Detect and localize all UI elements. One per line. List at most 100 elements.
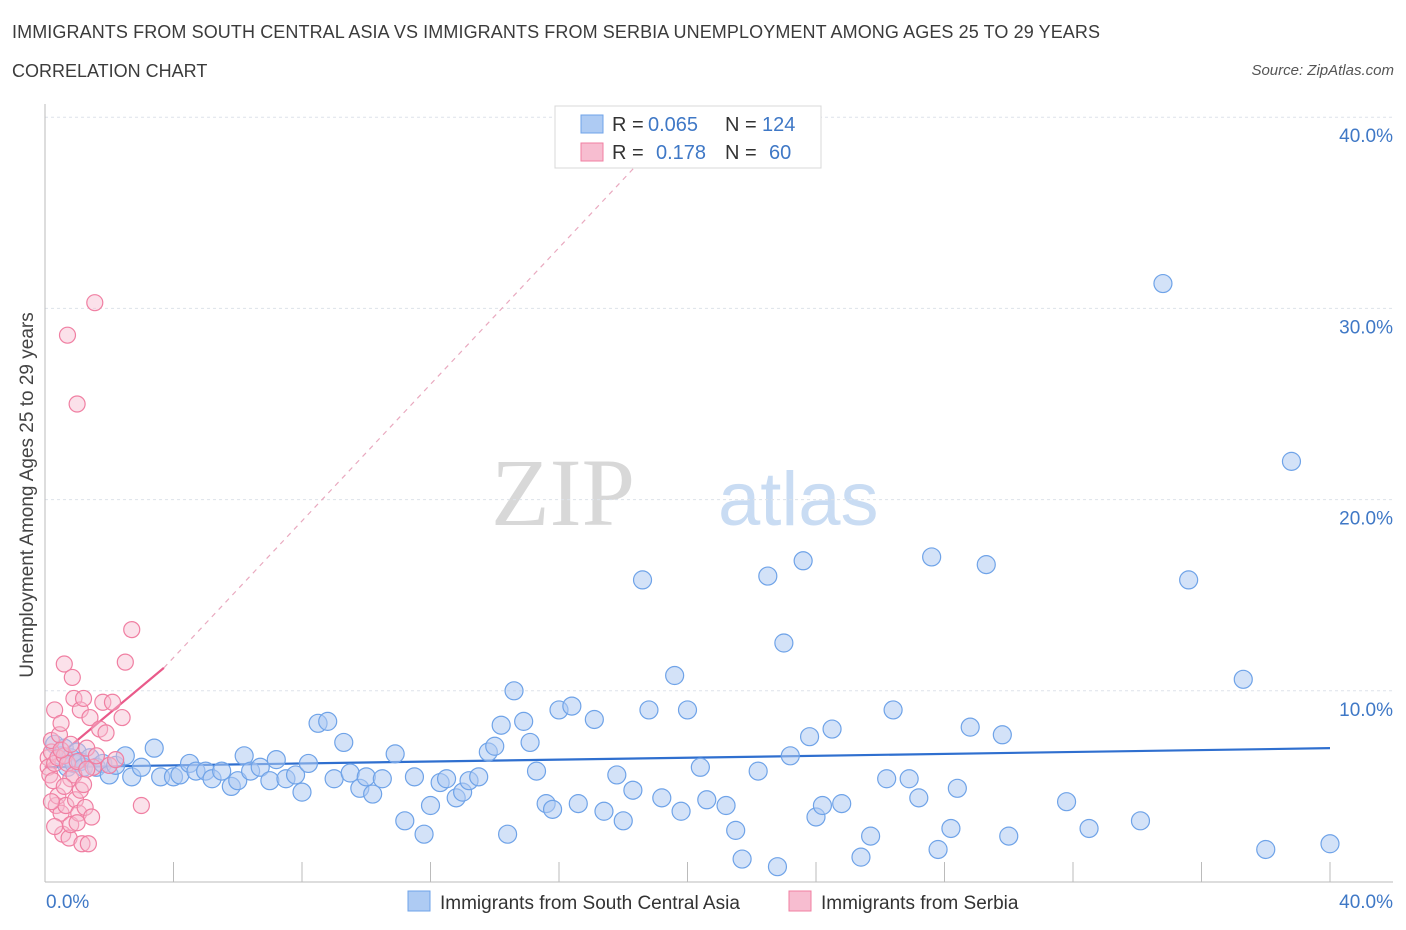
point-south-central-asia xyxy=(716,795,736,816)
point-serbia xyxy=(87,747,106,765)
point-south-central-asia xyxy=(1153,273,1173,294)
point-serbia xyxy=(79,835,97,853)
point-south-central-asia xyxy=(372,769,392,789)
point-south-central-asia xyxy=(228,771,248,791)
y-axis-label: Unemployment Among Ages 25 to 29 years xyxy=(17,312,38,677)
point-south-central-asia xyxy=(665,665,685,686)
point-south-central-asia xyxy=(514,711,534,731)
point-south-central-asia xyxy=(812,795,833,816)
bottom-legend-swatch-pink xyxy=(788,890,812,912)
point-south-central-asia xyxy=(758,566,778,586)
point-south-central-asia xyxy=(324,769,344,789)
point-south-central-asia xyxy=(992,725,1012,745)
y-tick-label-40: 40.0% xyxy=(1339,126,1393,147)
point-south-central-asia xyxy=(909,788,929,808)
point-south-central-asia xyxy=(877,769,897,789)
point-serbia xyxy=(103,693,122,711)
point-serbia xyxy=(81,708,99,727)
point-serbia xyxy=(63,668,81,687)
point-south-central-asia xyxy=(960,717,980,737)
point-serbia xyxy=(68,395,86,413)
point-south-central-asia xyxy=(883,700,903,720)
point-south-central-asia xyxy=(404,767,425,787)
point-serbia xyxy=(74,775,93,794)
point-south-central-asia xyxy=(623,780,643,800)
point-south-central-asia xyxy=(767,857,788,877)
legend-n-label-2: N = xyxy=(725,142,757,164)
trend-lines xyxy=(44,155,1331,769)
point-south-central-asia xyxy=(726,820,746,840)
x-tick-label-max: 40.0% xyxy=(1339,892,1393,913)
point-serbia xyxy=(94,693,112,711)
point-south-central-asia xyxy=(671,801,691,821)
bottom-legend-label-b: Immigrants from Serbia xyxy=(821,893,1019,914)
point-south-central-asia xyxy=(498,824,518,844)
point-south-central-asia xyxy=(922,547,942,567)
legend-r-label-2: R = xyxy=(612,142,644,164)
point-south-central-asia xyxy=(485,736,505,756)
point-south-central-asia xyxy=(318,711,338,731)
chart-title: IMMIGRANTS FROM SOUTH CENTRAL ASIA VS IM… xyxy=(12,22,1101,42)
point-serbia xyxy=(107,751,125,769)
point-south-central-asia xyxy=(414,824,434,844)
point-south-central-asia xyxy=(1320,834,1340,854)
point-south-central-asia xyxy=(822,719,842,739)
x-tick-label-min: 0.0% xyxy=(46,892,89,913)
point-serbia xyxy=(73,835,91,853)
point-south-central-asia xyxy=(928,839,948,860)
point-serbia xyxy=(55,777,73,796)
point-south-central-asia xyxy=(131,757,151,777)
point-south-central-asia xyxy=(395,811,415,831)
legend-n-value-1: 124 xyxy=(762,114,795,136)
point-south-central-asia xyxy=(520,732,540,753)
point-south-central-asia xyxy=(1179,570,1199,590)
point-south-central-asia xyxy=(363,784,383,804)
point-south-central-asia xyxy=(542,799,563,819)
point-serbia xyxy=(116,653,134,671)
point-south-central-asia xyxy=(697,790,717,810)
point-serbia xyxy=(55,655,73,673)
bottom-legend-swatch-blue xyxy=(407,890,431,912)
point-south-central-asia xyxy=(832,794,852,814)
point-south-central-asia xyxy=(1130,811,1151,831)
point-south-central-asia xyxy=(632,570,653,590)
point-serbia xyxy=(58,326,77,344)
point-serbia xyxy=(97,724,115,742)
point-south-central-asia xyxy=(260,771,280,791)
point-serbia xyxy=(68,814,86,832)
point-south-central-asia xyxy=(774,633,794,653)
point-south-central-asia xyxy=(851,847,871,867)
point-south-central-asia xyxy=(562,696,582,716)
watermark-zip: ZIP xyxy=(491,439,635,546)
point-south-central-asia xyxy=(594,801,614,821)
point-serbia xyxy=(46,817,64,836)
y-tick-label-30: 30.0% xyxy=(1339,317,1393,338)
point-south-central-asia xyxy=(491,715,511,735)
point-south-central-asia xyxy=(748,761,768,781)
y-tick-label-10: 10.0% xyxy=(1339,700,1393,721)
point-serbia xyxy=(52,741,70,759)
point-serbia xyxy=(76,798,94,817)
point-south-central-asia xyxy=(420,795,441,816)
point-south-central-asia xyxy=(356,767,376,787)
data-points xyxy=(39,273,1340,877)
point-south-central-asia xyxy=(999,826,1019,846)
point-south-central-asia xyxy=(250,757,270,777)
point-south-central-asia xyxy=(1079,818,1099,839)
bottom-legend-label-a: Immigrants from South Central Asia xyxy=(440,893,740,914)
point-serbia xyxy=(62,735,80,753)
point-south-central-asia xyxy=(1281,451,1302,471)
point-south-central-asia xyxy=(799,727,820,747)
point-south-central-asia xyxy=(947,778,967,798)
point-south-central-asia xyxy=(584,709,604,730)
correlation-legend: R = 0.065 N = 124 R = 0.178 N = 60 xyxy=(554,105,822,169)
point-south-central-asia xyxy=(941,818,961,839)
y-tick-label-20: 20.0% xyxy=(1339,509,1393,530)
point-serbia xyxy=(100,756,118,774)
point-serbia xyxy=(74,689,93,708)
series-legend: Immigrants from South Central Asia Immig… xyxy=(407,890,1019,914)
point-serbia xyxy=(86,294,104,312)
legend-r-label-1: R = xyxy=(612,114,644,136)
point-south-central-asia xyxy=(292,782,312,802)
